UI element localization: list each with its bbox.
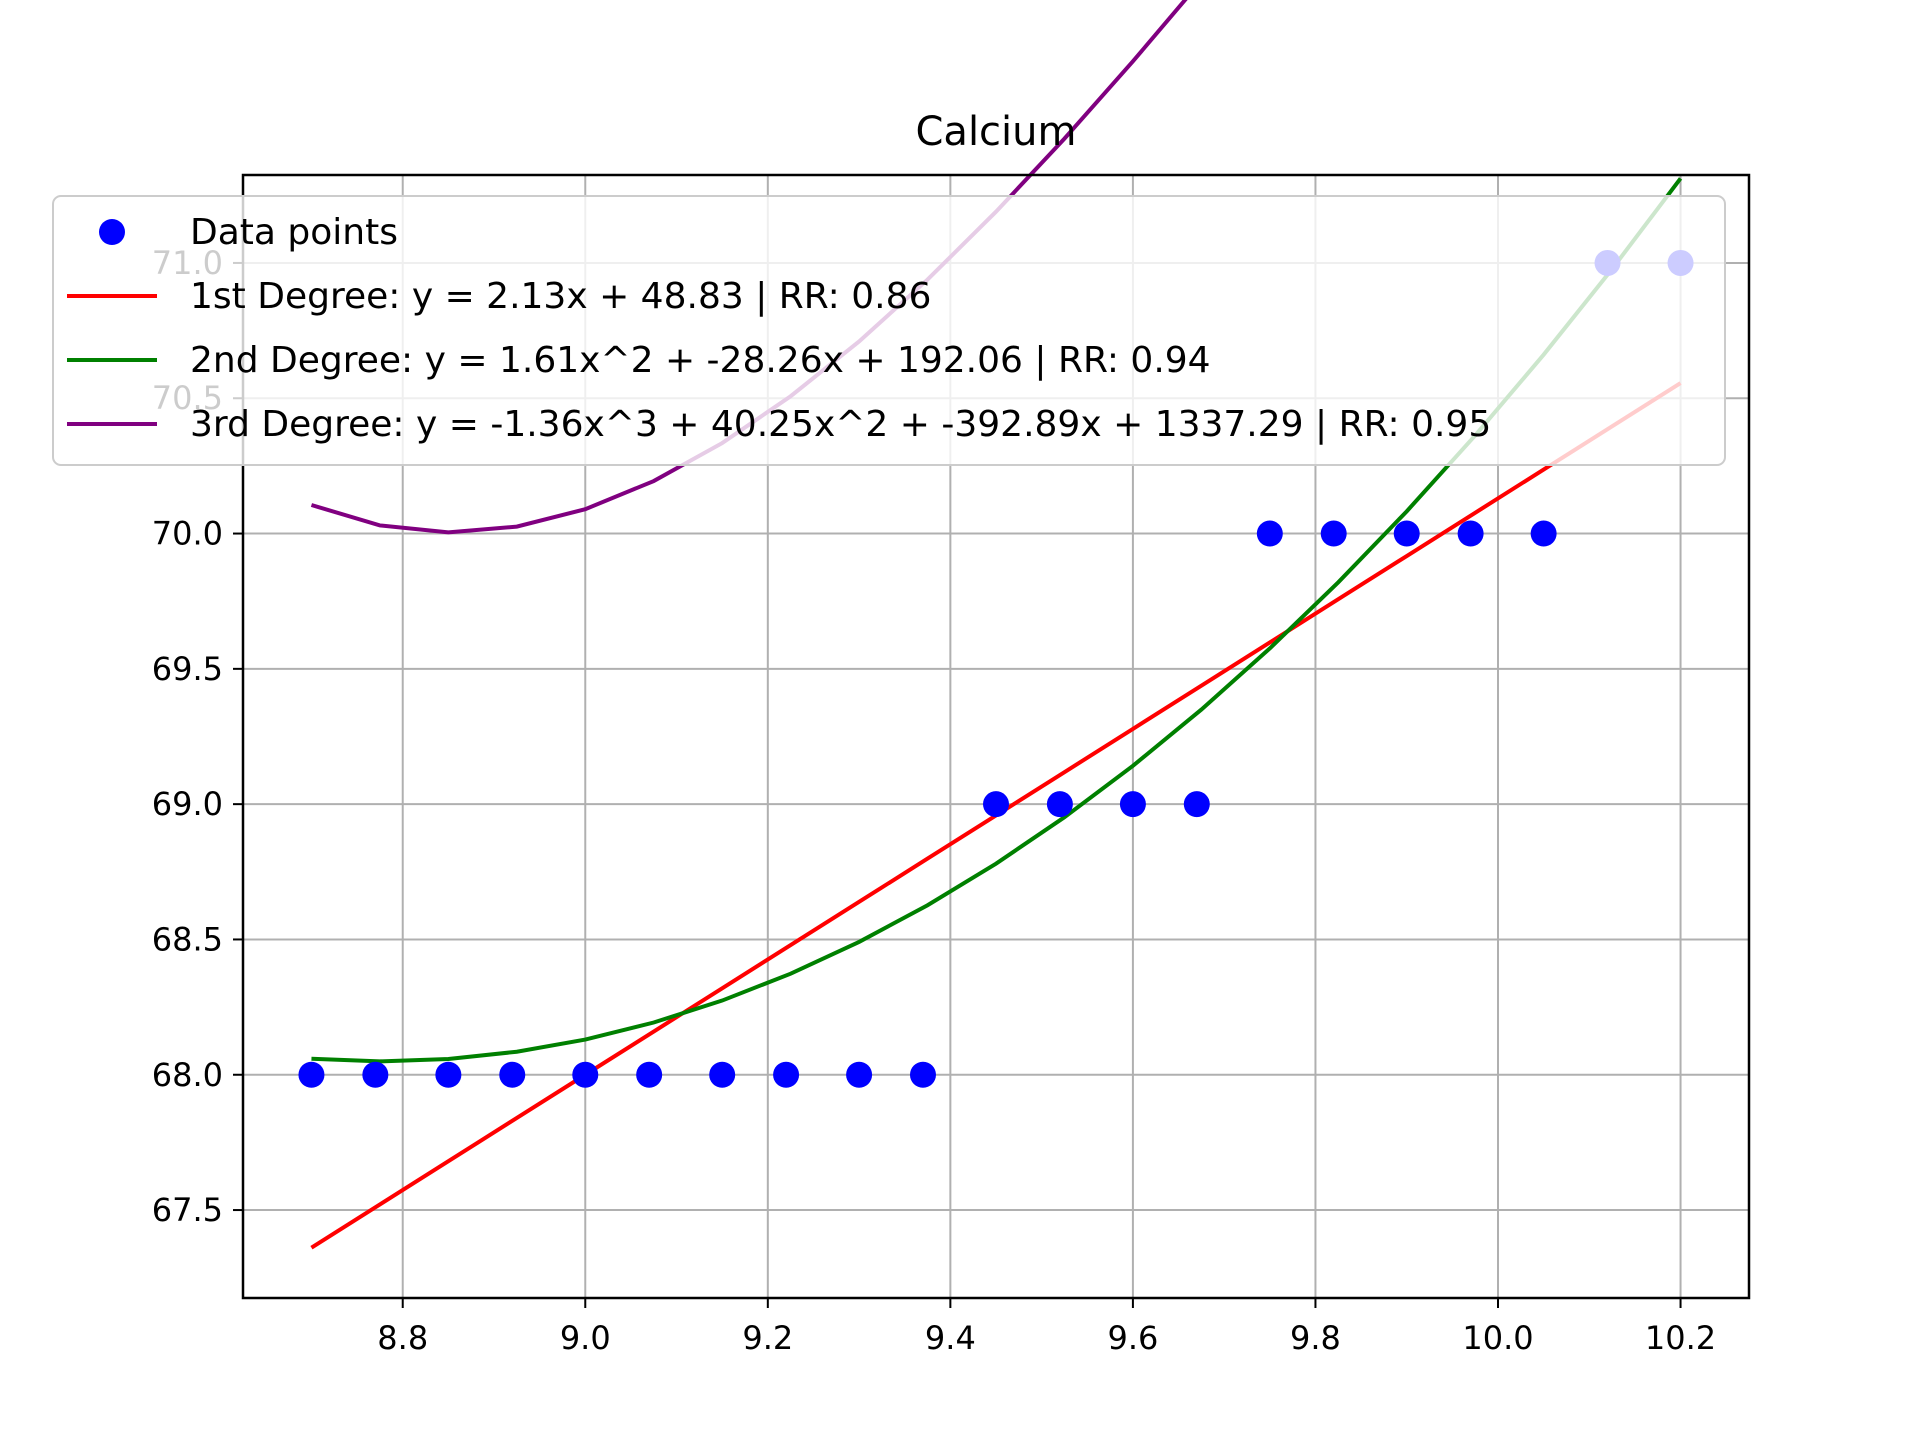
data-point [1457,520,1484,547]
data-point [709,1061,736,1088]
data-point [1256,520,1283,547]
x-tick-label: 9.4 [925,1319,976,1357]
chart-title: Calcium [916,109,1077,155]
x-tick-label: 9.0 [560,1319,611,1357]
y-tick-label: 68.0 [152,1056,223,1094]
data-point [846,1061,873,1088]
data-point [298,1061,325,1088]
data-point [636,1061,663,1088]
legend-box [52,195,1726,466]
legend-marker-points [99,219,125,245]
x-tick-label: 10.2 [1645,1319,1716,1357]
legend-label-3: 3rd Degree: y = -1.36x^3 + 40.25x^2 + -3… [190,404,1491,445]
fit-lines [310,0,1683,1250]
x-tick-label: 9.2 [742,1319,793,1357]
legend-label-1: 1st Degree: y = 2.13x + 48.83 | RR: 0.86 [190,276,931,317]
plot-frame [241,173,1751,1300]
data-point [1530,520,1557,547]
data-point [773,1061,800,1088]
data-point [1393,520,1420,547]
y-tick-label: 67.5 [152,1191,223,1229]
x-tick-label: 9.8 [1290,1319,1341,1357]
x-tick-label: 10.0 [1462,1319,1533,1357]
data-point [909,1061,936,1088]
data-point [983,791,1009,818]
data-point [435,1061,462,1088]
data-point [1119,791,1146,818]
legend-label-points: Data points [190,212,398,253]
y-tick-label: 69.5 [152,650,223,688]
x-tick-label: 8.8 [377,1319,428,1357]
legend-label-2: 2nd Degree: y = 1.61x^2 + -28.26x + 192.… [190,340,1211,381]
data-point [572,1061,599,1088]
data-point [1320,520,1347,547]
y-tick-label: 69.0 [152,785,223,823]
x-tick-label: 9.6 [1107,1319,1158,1357]
y-tick-label: 68.5 [152,920,223,958]
data-point [362,1061,389,1088]
data-point [1183,791,1210,818]
axis-ticks: 8.8 9.0 9.2 9.4 9.6 9.8 10.0 10.2 67.5 68.0 68.5 69… [152,244,1716,1357]
legend: Data points 1st Degree: y = 2.13x + 48.83… [52,195,1726,466]
data-point [1046,791,1073,818]
y-tick-label: 70.0 [152,515,223,553]
data-point [499,1061,526,1088]
